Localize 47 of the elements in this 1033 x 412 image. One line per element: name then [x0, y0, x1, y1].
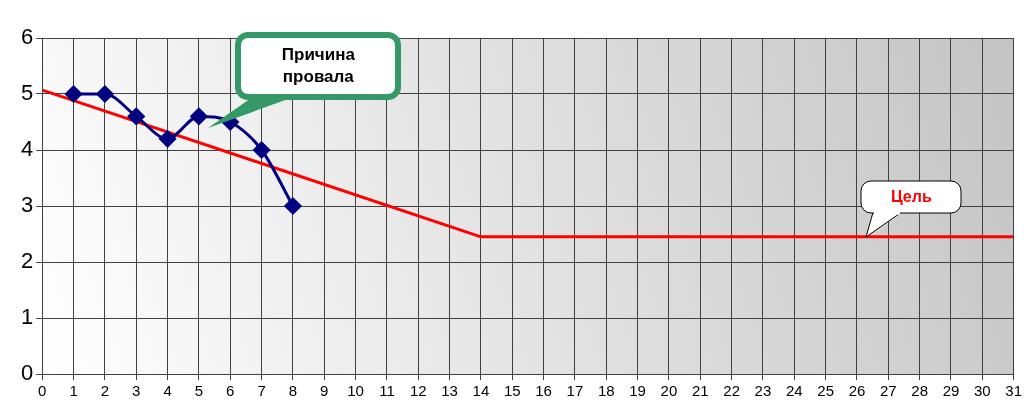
point — [96, 85, 114, 103]
y-tick-label: 6 — [20, 24, 34, 50]
y-tick-label: 5 — [20, 80, 34, 106]
x-tick-label: 14 — [472, 382, 490, 400]
x-tick-label: 30 — [973, 382, 991, 400]
x-tick-label: 9 — [320, 382, 329, 400]
y-tick-label: 2 — [20, 248, 34, 274]
x-tick-label: 27 — [879, 382, 897, 400]
y-tick-label: 3 — [20, 192, 34, 218]
x-tick-label: 18 — [597, 382, 615, 400]
point — [127, 107, 145, 125]
x-tick-label: 23 — [754, 382, 772, 400]
x-tick-label: 6 — [226, 382, 235, 400]
x-tick-label: 11 — [379, 382, 395, 400]
x-tick-label: 5 — [194, 382, 204, 400]
annotation: Цель — [890, 186, 932, 207]
x-tick-label: 13 — [441, 382, 458, 400]
x-tick-label: 22 — [723, 382, 740, 400]
x-tick-label: 7 — [257, 382, 266, 400]
x-tick-label: 0 — [38, 382, 47, 400]
x-tick-label: 28 — [911, 382, 928, 400]
y-tick-label: 4 — [20, 136, 34, 162]
point — [284, 197, 302, 215]
x-tick-label: 4 — [163, 382, 172, 400]
x-tick-label: 15 — [503, 382, 521, 400]
x-tick-label: 16 — [535, 382, 552, 400]
y-tick-label: 1 — [20, 304, 34, 330]
x-tick-label: 17 — [566, 382, 584, 400]
x-tick-label: 31 — [1005, 382, 1022, 400]
x-tick-label: 3 — [132, 382, 141, 400]
x-tick-label: 10 — [347, 382, 364, 400]
x-tick-label: 19 — [629, 382, 646, 400]
x-tick-label: 25 — [817, 382, 834, 400]
x-tick-label: 24 — [785, 382, 803, 400]
point — [65, 85, 83, 103]
x-tick-label: 29 — [942, 382, 960, 400]
x-tick-label: 1 — [69, 382, 78, 400]
x-tick-label: 20 — [660, 382, 678, 400]
point — [159, 130, 177, 148]
annotation: Причина провала — [280, 44, 356, 87]
x-tick-label: 26 — [848, 382, 866, 400]
point — [253, 141, 271, 159]
x-tick-label: 2 — [100, 382, 110, 400]
x-tick-label: 21 — [691, 382, 709, 400]
x-tick-label: 12 — [409, 382, 427, 400]
point — [190, 107, 208, 125]
x-tick-label: 8 — [288, 382, 298, 400]
